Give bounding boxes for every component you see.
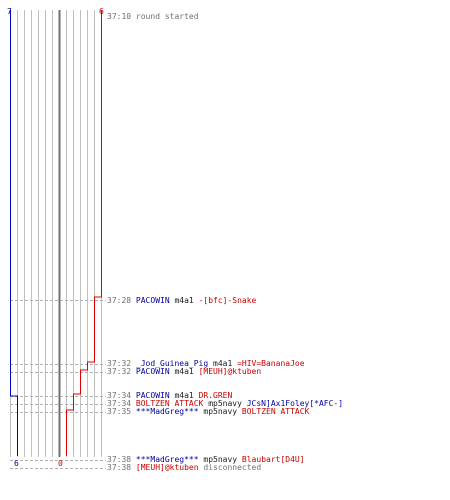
- kill-entry: 37:32 _Jod_Guinea_Pig m4a1 =HIV=BananaJo…: [107, 359, 305, 368]
- log-entry: 37:10 round started: [107, 12, 199, 21]
- victim-name: -[bfc]-Snake: [198, 296, 257, 305]
- player-name: [MEUH]@ktuben: [135, 463, 199, 472]
- weapon-name: mp5navy: [203, 455, 238, 464]
- kill-entry: 37:38 ***MadGreg*** mp5navy Blaubart[D4U…: [107, 455, 305, 464]
- killer-name: BOLTZEN ATTACK: [135, 399, 204, 408]
- killer-name: PACOWIN: [135, 391, 170, 400]
- weapon-name: m4a1: [174, 367, 194, 376]
- killer-name: ***MadGreg***: [135, 455, 199, 464]
- weapon-name: m4a1: [174, 296, 194, 305]
- timestamp: 37:28: [107, 296, 132, 305]
- kill-entry: 37:35 ***MadGreg*** mp5navy BOLTZEN ATTA…: [107, 407, 309, 416]
- timestamp: 37:35: [107, 407, 132, 416]
- timestamp: 37:32: [107, 367, 132, 376]
- blue-start-count: 7: [7, 7, 12, 16]
- red-team-alive-line: [66, 10, 102, 456]
- red-end-count: 0: [58, 459, 63, 468]
- victim-name: [MEUH]@ktuben: [198, 367, 262, 376]
- killer-name: PACOWIN: [135, 367, 170, 376]
- timestamp: 37:10: [107, 12, 132, 21]
- red-start-count: 6: [99, 7, 104, 16]
- timeline-grid: [10, 10, 102, 457]
- event-guide-lines: [10, 300, 106, 469]
- blue-end-count: 6: [14, 459, 19, 468]
- killer-name: PACOWIN: [135, 296, 170, 305]
- event-text: disconnected: [203, 463, 262, 472]
- disconnect-entry: 37:38 [MEUH]@ktuben disconnected: [107, 463, 261, 472]
- weapon-name: m4a1: [174, 391, 194, 400]
- kill-entry: 37:34 PACOWIN m4a1 DR.GREN: [107, 391, 232, 400]
- victim-name: BOLTZEN ATTACK: [241, 407, 310, 416]
- weapon-name: m4a1: [213, 359, 233, 368]
- blue-team-alive-line: [10, 10, 18, 456]
- timestamp: 37:34: [107, 391, 132, 400]
- victim-name: =HIV=BananaJoe: [237, 359, 305, 368]
- victim-name: Blaubart[D4U]: [241, 455, 305, 464]
- kill-entry: 37:28 PACOWIN m4a1 -[bfc]-Snake: [107, 296, 256, 305]
- weapon-name: mp5navy: [208, 399, 242, 408]
- killer-name: _Jod_Guinea_Pig: [135, 359, 209, 368]
- timestamp: 37:38: [107, 455, 132, 464]
- weapon-name: mp5navy: [203, 407, 238, 416]
- victim-name: DR.GREN: [198, 391, 233, 400]
- event-text: round started: [135, 12, 199, 21]
- timestamp: 37:32: [107, 359, 132, 368]
- kill-entry: 37:34 BOLTZEN ATTACK mp5navy JCsN]Ax1Fol…: [107, 399, 343, 408]
- killer-name: ***MadGreg***: [135, 407, 199, 416]
- victim-name: JCsN]Ax1Foley[*AFC-]: [246, 399, 344, 408]
- kill-entry: 37:32 PACOWIN m4a1 [MEUH]@ktuben: [107, 367, 261, 376]
- timestamp: 37:34: [107, 399, 132, 408]
- timestamp: 37:38: [107, 463, 132, 472]
